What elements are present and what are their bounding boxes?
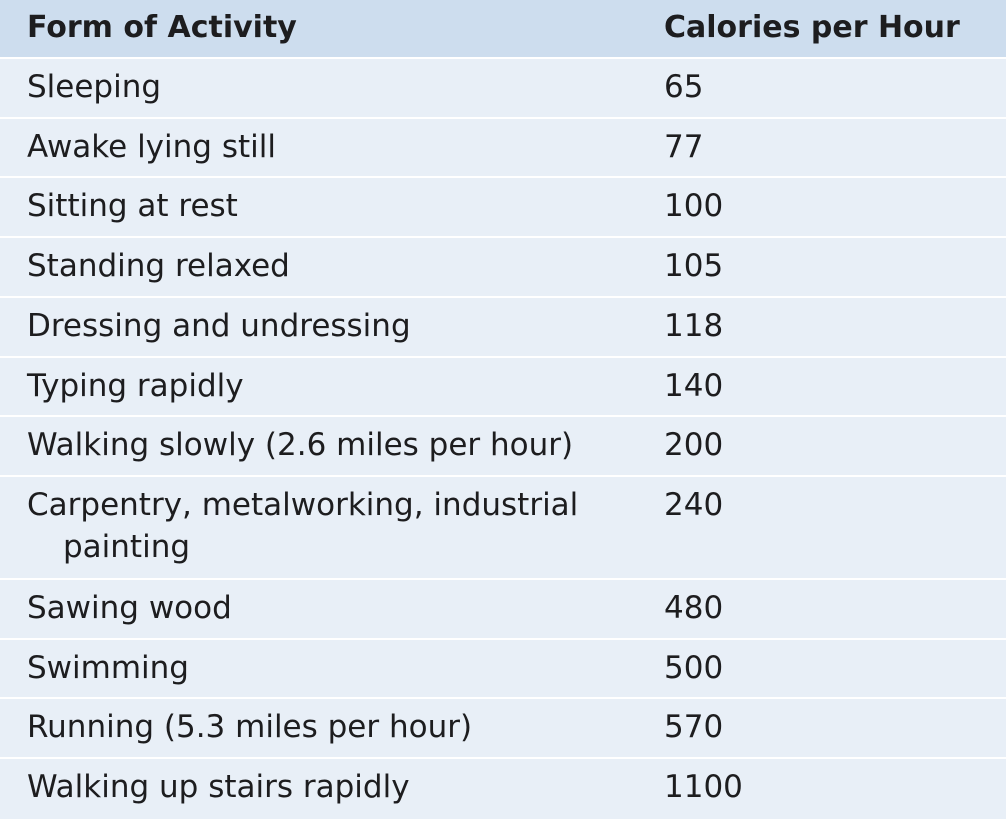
- activity-cell: Dressing and undressing: [27, 307, 411, 344]
- table-row: Awake lying still 77: [0, 119, 1006, 179]
- calories-cell: 480: [664, 589, 724, 626]
- table-row: Running (5.3 miles per hour) 570: [0, 699, 1006, 760]
- table-row: Walking slowly (2.6 miles per hour) 200: [0, 417, 1006, 478]
- activity-column-header: Form of Activity: [27, 10, 297, 46]
- activity-cell: Sawing wood: [27, 589, 232, 626]
- activity-cell: Sitting at rest: [27, 188, 238, 225]
- calories-cell: 105: [664, 248, 724, 285]
- table-row: Sitting at rest 100: [0, 178, 1006, 239]
- table-row: Swimming 500: [0, 640, 1006, 700]
- activity-cell: Walking up stairs rapidly: [27, 769, 410, 806]
- activity-cell: Walking slowly (2.6 miles per hour): [27, 427, 574, 464]
- table-row: Standing relaxed 105: [0, 238, 1006, 298]
- table-row: Sawing wood 480: [0, 580, 1006, 640]
- calories-cell: 500: [664, 649, 724, 686]
- calories-cell: 200: [664, 427, 724, 464]
- calories-cell: 240: [664, 487, 724, 524]
- table-header-row: Form of Activity Calories per Hour: [0, 0, 1006, 59]
- activity-cell: Typing rapidly: [27, 367, 244, 404]
- calories-cell: 100: [664, 188, 724, 225]
- activity-cell: Standing relaxed: [27, 248, 290, 285]
- table-row: Typing rapidly 140: [0, 358, 1006, 418]
- activity-cell: Running (5.3 miles per hour): [27, 709, 473, 746]
- activity-cell: Carpentry, metalworking, industrial pain…: [0, 484, 664, 578]
- calories-cell: 65: [664, 68, 704, 105]
- activity-cell: Sleeping: [27, 68, 162, 105]
- activity-cell: Awake lying still: [27, 128, 276, 165]
- table-row: Walking up stairs rapidly 1100: [0, 759, 1006, 819]
- calories-cell: 1100: [664, 769, 743, 806]
- calories-cell: 77: [664, 128, 704, 165]
- calories-column-header: Calories per Hour: [664, 10, 960, 46]
- calories-cell: 140: [664, 367, 724, 404]
- activity-cell-text: Carpentry, metalworking, industrial pain…: [27, 487, 579, 566]
- table-row: Dressing and undressing 118: [0, 298, 1006, 358]
- activity-cell: Swimming: [27, 649, 189, 686]
- calories-cell: 118: [664, 307, 724, 344]
- calories-cell: 570: [664, 709, 724, 746]
- table-row: Carpentry, metalworking, industrial pain…: [0, 477, 1006, 580]
- table-row: Sleeping 65: [0, 59, 1006, 119]
